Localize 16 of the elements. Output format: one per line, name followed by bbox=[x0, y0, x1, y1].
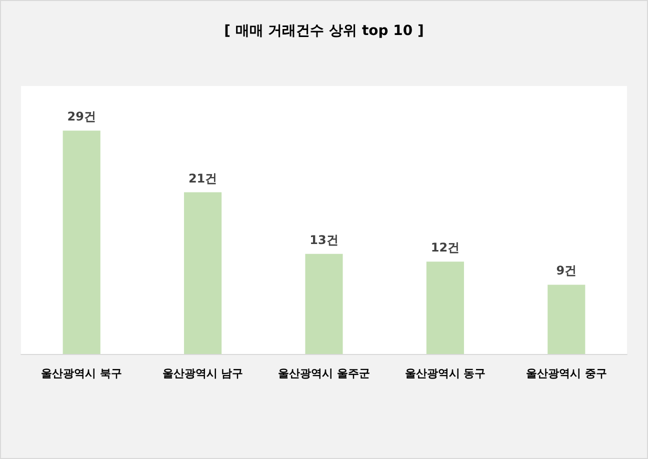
bar bbox=[62, 130, 100, 354]
data-label: 12건 bbox=[430, 240, 460, 255]
x-tick-label: 울산광역시 남구 bbox=[162, 367, 244, 380]
data-label: 21건 bbox=[188, 171, 218, 186]
bar bbox=[548, 284, 586, 354]
data-label: 9건 bbox=[556, 264, 577, 278]
bar bbox=[426, 262, 464, 354]
bar bbox=[184, 192, 222, 354]
x-tick-label: 울산광역시 울주군 bbox=[278, 367, 370, 380]
data-label: 13건 bbox=[310, 232, 338, 247]
data-label: 29건 bbox=[67, 110, 96, 124]
x-tick-label: 울산광역시 동구 bbox=[404, 367, 486, 380]
x-tick-label: 울산광역시 북구 bbox=[41, 367, 122, 380]
chart-title: [ 매매 거래건수 상위 top 10 ] bbox=[224, 23, 424, 39]
bar bbox=[305, 254, 343, 354]
x-tick-label: 울산광역시 중구 bbox=[526, 367, 607, 380]
